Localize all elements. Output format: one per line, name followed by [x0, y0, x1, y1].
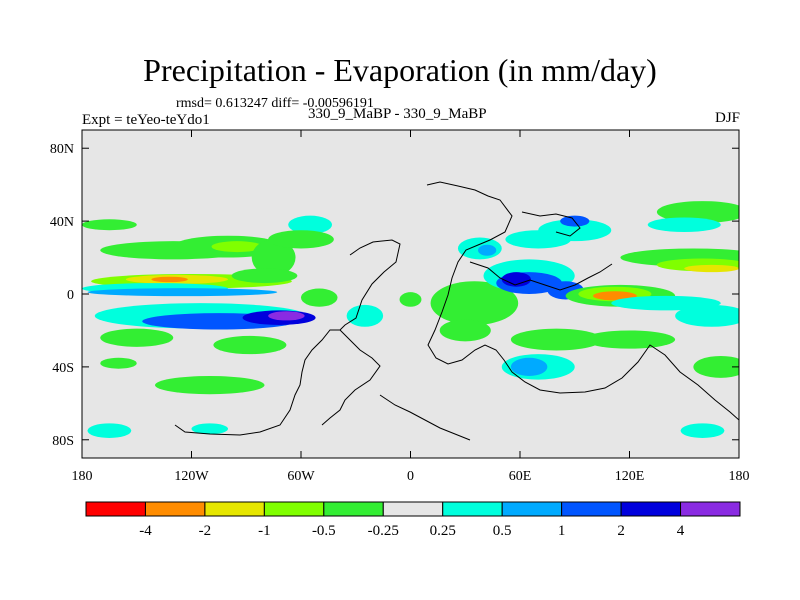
- x-tick-label-0: 180: [72, 469, 93, 484]
- coastline-asia: [469, 261, 613, 291]
- coastline-antarctic-edge: [379, 394, 471, 441]
- colorbar-swatch-7: [501, 501, 563, 517]
- colorbar-swatch-1: [144, 501, 206, 517]
- y-tick-label-2: 0: [67, 288, 74, 303]
- field-patch-26: [430, 281, 519, 325]
- season-label: DJF: [714, 110, 740, 126]
- field-patch-21: [87, 423, 132, 438]
- field-patch-25: [399, 292, 422, 307]
- colorbar: -4 -2 -1 -0.5 -0.25 0.25 0.5 1 2 4: [85, 501, 741, 539]
- colorbar-label-0: -4: [139, 523, 152, 539]
- colorbar-label-8: 2: [617, 523, 625, 539]
- field-patch-14: [82, 219, 137, 231]
- experiment-label: Expt = teYeo-teYdo1: [82, 112, 210, 128]
- field-patch-46: [675, 304, 739, 327]
- colorbar-swatch-5: [382, 501, 444, 517]
- colorbar-label-1: -2: [199, 523, 212, 539]
- y-tick-label-4: 80S: [52, 434, 74, 449]
- field-patch-48: [510, 328, 603, 351]
- colorbar-swatch-3: [263, 501, 325, 517]
- x-tick-label-4: 60E: [509, 469, 532, 484]
- field-patch-11: [211, 241, 263, 253]
- field-patch-18: [100, 328, 174, 347]
- colorbar-label-4: -0.25: [368, 523, 399, 539]
- field-patch-22: [191, 423, 228, 435]
- coastline-africa-europe: [426, 181, 739, 421]
- field-patch-51: [693, 355, 739, 378]
- x-tick-label-5: 120E: [615, 469, 645, 484]
- field-patch-4: [87, 288, 278, 297]
- y-tick-label-0: 80N: [50, 142, 74, 157]
- field-patch-23: [346, 304, 384, 327]
- field-patch-38: [647, 217, 721, 233]
- field-patch-17: [213, 335, 287, 355]
- field-patch-16: [268, 230, 334, 249]
- field-patch-8: [268, 311, 305, 321]
- stats-label: rmsd= 0.613247 diff= -0.00596191: [176, 96, 374, 111]
- field-patch-52: [680, 423, 725, 438]
- axes: 180 120W 60W 0 60E 120E 180 80N 40N 0 40S 80S: [50, 130, 750, 484]
- colorbar-swatch-9: [620, 501, 682, 517]
- field-patch-15: [288, 215, 333, 234]
- field-patch-20: [100, 357, 137, 369]
- colorbar-swatch-2: [204, 501, 265, 517]
- colorbar-swatch-8: [561, 501, 622, 517]
- field-patch-44: [593, 291, 637, 301]
- plot-area: [82, 130, 739, 458]
- field-patch-19: [155, 376, 265, 395]
- y-tick-label-1: 40N: [50, 215, 74, 230]
- coastline-americas: [174, 239, 401, 436]
- colorbar-swatch-10: [680, 501, 741, 517]
- colorbar-label-5: 0.25: [430, 523, 456, 539]
- coastlines: [174, 181, 739, 441]
- field-patch-47: [583, 330, 676, 349]
- field-patch-35: [538, 219, 612, 242]
- x-tick-label-2: 60W: [287, 469, 315, 484]
- field-contours: [82, 201, 739, 438]
- field-patch-27: [439, 319, 491, 342]
- colorbar-label-9: 4: [677, 523, 685, 539]
- colorbar-label-2: -1: [258, 523, 271, 539]
- field-patch-50: [510, 357, 548, 376]
- field-patch-2: [151, 276, 188, 283]
- field-patch-12: [251, 239, 296, 276]
- field-patch-41: [684, 264, 739, 273]
- field-patch-37: [656, 201, 739, 223]
- field-patch-32: [501, 272, 531, 287]
- x-tick-label-3: 0: [407, 469, 414, 484]
- x-tick-label-1: 120W: [174, 469, 209, 484]
- colorbar-swatch-4: [323, 501, 384, 517]
- coastline-north-asia: [521, 211, 581, 237]
- center-label: 330_9_MaBP - 330_9_MaBP: [308, 106, 487, 122]
- field-patch-13: [231, 268, 298, 284]
- y-tick-label-3: 40S: [52, 361, 74, 376]
- coastline-south-america: [321, 329, 381, 426]
- colorbar-swatch-6: [442, 501, 503, 517]
- colorbar-label-7: 1: [558, 523, 566, 539]
- chart-title: Precipitation - Evaporation (in mm/day): [143, 52, 657, 88]
- field-patch-24: [301, 288, 338, 307]
- colorbar-swatch-0: [85, 501, 146, 517]
- field-patch-29: [478, 244, 497, 256]
- colorbar-label-6: 0.5: [493, 523, 512, 539]
- colorbar-label-3: -0.5: [312, 523, 336, 539]
- x-tick-label-6: 180: [729, 469, 750, 484]
